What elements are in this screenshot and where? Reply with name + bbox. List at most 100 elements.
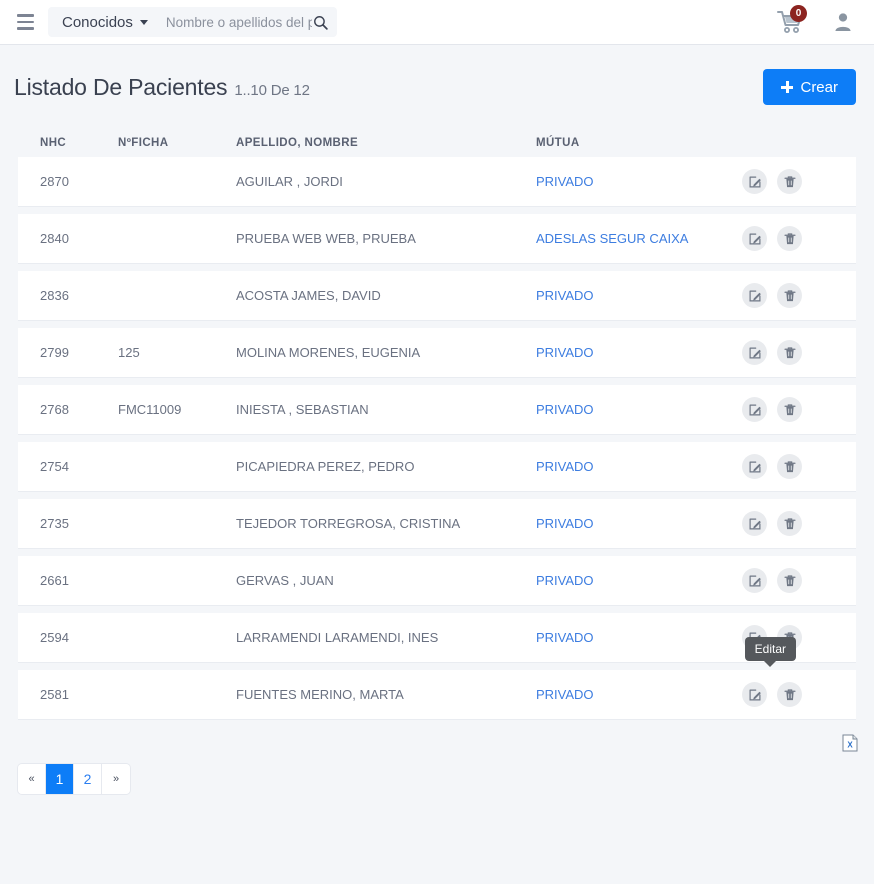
cell-ficha: FMC11009 [118,402,182,417]
row-actions [742,340,834,365]
delete-button[interactable] [777,397,802,422]
create-button[interactable]: Crear [763,69,856,105]
table-row[interactable]: 2840 PRUEBA WEB WEB, PRUEBA ADESLAS SEGUR … [18,214,856,264]
cell-nhc: 2754 [40,459,69,474]
table-row[interactable]: 2735 TEJEDOR TORREGROSA, CRISTINA PRIVADO [18,499,856,549]
delete-button[interactable] [777,454,802,479]
edit-pencil-icon [749,518,761,529]
cell-patient-name: AGUILAR , JORDI [236,174,343,189]
cell-nhc: 2840 [40,231,69,246]
cell-patient-name: FUENTES MERINO, MARTA [236,687,404,702]
export-row: X [0,727,874,752]
edit-button[interactable] [742,568,767,593]
column-header-ficha: NºFICHA [118,137,169,149]
edit-pencil-icon [749,290,761,301]
cell-mutua-link[interactable]: PRIVADO [536,345,594,360]
row-actions [742,568,834,593]
trash-icon [783,688,796,700]
edit-tooltip: Editar [744,637,796,667]
column-header-nhc: NHC [40,137,67,149]
cell-mutua-link[interactable]: PRIVADO [536,573,594,588]
trash-icon [783,289,796,301]
table-row[interactable]: 2661 GERVAS , JUAN PRIVADO [18,556,856,606]
edit-pencil-icon [749,461,761,472]
cell-mutua-link[interactable]: PRIVADO [536,174,594,189]
pagination-prev[interactable]: « [18,764,46,794]
cell-patient-name: ACOSTA JAMES, DAVID [236,288,381,303]
create-button-label: Crear [800,78,838,96]
hamburger-icon[interactable] [8,5,42,39]
cell-patient-name: LARRAMENDI LARAMENDI, INES [236,630,439,645]
excel-export-icon[interactable]: X [842,734,858,752]
column-header-name: APELLIDO, NOMBRE [236,137,359,149]
cell-nhc: 2661 [40,573,69,588]
cell-nhc: 2836 [40,288,69,303]
delete-button[interactable] [777,226,802,251]
table-row[interactable]: 2581 FUENTES MERINO, MARTA PRIVADO Editar [18,637,856,720]
cell-nhc: 2870 [40,174,69,189]
pagination-next[interactable]: » [102,764,130,794]
edit-button[interactable] [742,226,767,251]
table-row[interactable]: 2799 125 MOLINA MORENES, EUGENIA PRIVADO [18,328,856,378]
cell-ficha: 125 [118,345,140,360]
cell-mutua-link[interactable]: PRIVADO [536,516,594,531]
cart-count-badge: 0 [790,5,807,22]
delete-button[interactable] [777,340,802,365]
pagination: « 1 2 » [18,764,130,794]
cell-patient-name: PRUEBA WEB WEB, PRUEBA [236,231,416,246]
table-row[interactable]: 2768 FMC11009 INIESTA , SEBASTIAN PRIVADO [18,385,856,435]
edit-pencil-icon [749,347,761,358]
table-row[interactable]: 2870 AGUILAR , JORDI PRIVADO [18,157,856,207]
delete-button[interactable] [777,568,802,593]
table-row[interactable]: 2594 LARRAMENDI LARAMENDI, INES PRIVADO [18,613,856,663]
plus-icon [781,81,794,93]
edit-button[interactable] [742,397,767,422]
cell-mutua-link[interactable]: PRIVADO [536,288,594,303]
user-icon[interactable] [834,12,852,32]
edit-button[interactable] [742,340,767,365]
search-input[interactable] [159,14,312,30]
search-icon[interactable] [312,14,329,31]
page-title-text: Listado De Pacientes [14,73,228,100]
page-range-subtitle: 1..10 De 12 [234,81,310,99]
table-header-row: NHC NºFICHA APELLIDO, NOMBRE MÚTUA [18,129,856,157]
hamburger-bar [16,20,34,24]
delete-button[interactable] [777,283,802,308]
edit-button[interactable] [742,169,767,194]
pagination-page-2[interactable]: 2 [74,764,102,794]
cell-nhc: 2768 [40,402,69,417]
hamburger-bar [16,27,34,30]
cell-mutua-link[interactable]: PRIVADO [536,687,594,702]
table-row[interactable]: 2754 PICAPIEDRA PEREZ, PEDRO PRIVADO [18,442,856,492]
edit-pencil-icon [749,689,761,700]
cell-patient-name: INIESTA , SEBASTIAN [236,402,369,417]
edit-pencil-icon [749,575,761,586]
delete-button[interactable] [777,169,802,194]
page-header: Listado De Pacientes 1..10 De 12 Crear [0,45,874,105]
pagination-page-1[interactable]: 1 [46,764,74,794]
delete-button[interactable] [777,511,802,536]
delete-button[interactable] [777,682,802,707]
contacts-filter-dropdown[interactable]: Conocidos [48,7,160,37]
edit-button[interactable] [742,454,767,479]
table-row[interactable]: 2836 ACOSTA JAMES, DAVID PRIVADO [18,271,856,321]
cell-mutua-link[interactable]: PRIVADO [536,630,594,645]
edit-button[interactable] [742,283,767,308]
trash-icon [783,403,796,415]
cell-mutua-link[interactable]: PRIVADO [536,459,594,474]
trash-icon [783,517,796,529]
row-actions [742,397,834,422]
cell-mutua-link[interactable]: PRIVADO [536,402,594,417]
cell-nhc: 2799 [40,345,69,360]
shopping-cart-button[interactable]: 0 [776,5,807,35]
edit-button[interactable] [742,682,767,707]
chevron-down-icon [139,19,148,25]
trash-icon [783,574,796,586]
edit-button[interactable] [742,511,767,536]
search-group: Conocidos [48,7,337,37]
edit-pencil-icon [749,176,761,187]
cell-mutua-link[interactable]: ADESLAS SEGUR CAIXA [536,231,689,246]
row-actions [742,682,834,707]
cell-patient-name: GERVAS , JUAN [236,573,334,588]
column-header-mutua: MÚTUA [536,137,580,149]
